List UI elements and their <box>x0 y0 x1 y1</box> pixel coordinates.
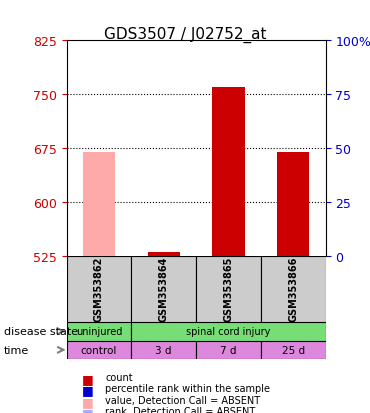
Text: 25 d: 25 d <box>282 345 305 355</box>
Text: control: control <box>81 345 117 355</box>
FancyBboxPatch shape <box>131 322 326 341</box>
Text: ■: ■ <box>81 395 93 408</box>
Text: ■: ■ <box>81 383 93 396</box>
Text: 3 d: 3 d <box>155 345 172 355</box>
Text: GDS3507 / J02752_at: GDS3507 / J02752_at <box>104 27 266 43</box>
FancyBboxPatch shape <box>261 256 326 322</box>
Text: GSM353864: GSM353864 <box>159 256 169 322</box>
FancyBboxPatch shape <box>67 322 131 341</box>
Text: percentile rank within the sample: percentile rank within the sample <box>105 383 270 393</box>
Bar <box>148 252 180 256</box>
FancyBboxPatch shape <box>196 341 261 359</box>
Text: spinal cord injury: spinal cord injury <box>186 326 271 337</box>
FancyBboxPatch shape <box>196 256 261 322</box>
FancyBboxPatch shape <box>131 256 196 322</box>
FancyBboxPatch shape <box>131 341 196 359</box>
Bar <box>277 152 309 256</box>
FancyBboxPatch shape <box>261 341 326 359</box>
FancyBboxPatch shape <box>67 341 131 359</box>
Text: rank, Detection Call = ABSENT: rank, Detection Call = ABSENT <box>105 406 256 413</box>
Bar <box>83 152 115 256</box>
Text: time: time <box>4 345 29 355</box>
Text: 7 d: 7 d <box>220 345 237 355</box>
Text: ■: ■ <box>81 406 93 413</box>
FancyBboxPatch shape <box>67 256 131 322</box>
Text: GSM353865: GSM353865 <box>223 256 233 322</box>
Text: GSM353866: GSM353866 <box>288 256 298 322</box>
Text: uninjured: uninjured <box>76 326 122 337</box>
Text: count: count <box>105 372 133 382</box>
Bar <box>212 88 245 256</box>
Text: disease state: disease state <box>4 327 78 337</box>
Text: GSM353862: GSM353862 <box>94 256 104 322</box>
Text: value, Detection Call = ABSENT: value, Detection Call = ABSENT <box>105 395 260 405</box>
Text: ■: ■ <box>81 372 93 385</box>
